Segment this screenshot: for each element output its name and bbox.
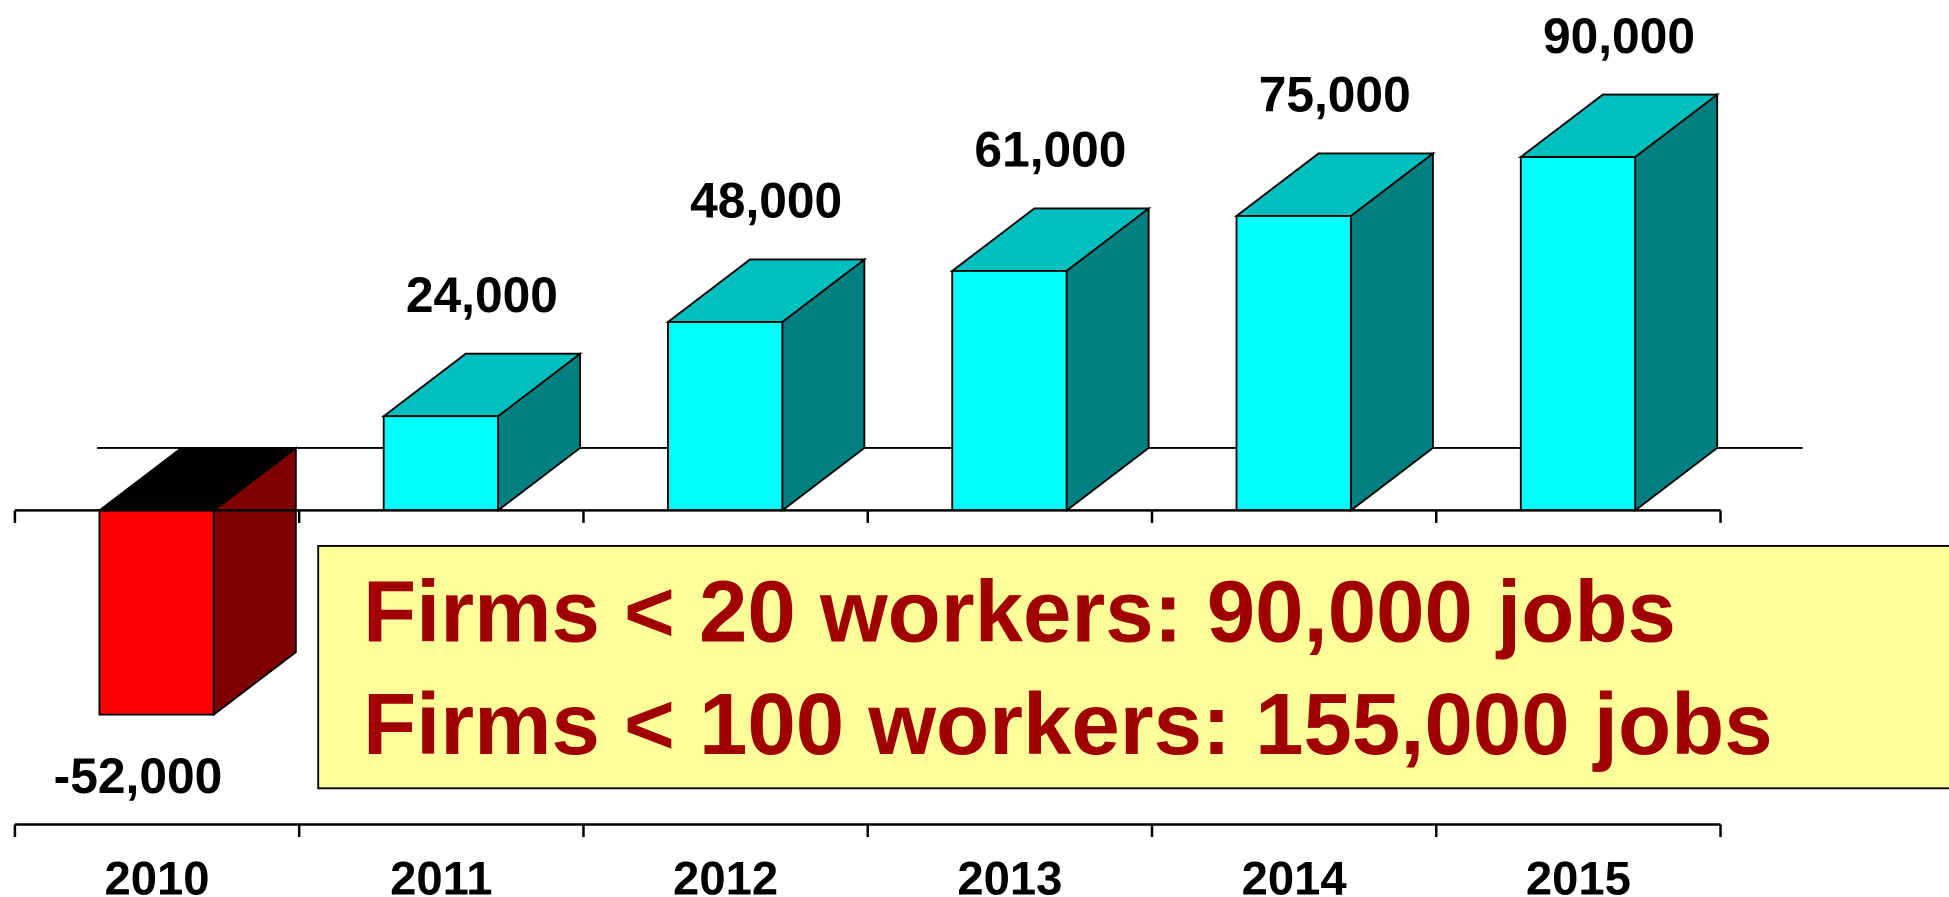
data-label: 24,000 (406, 267, 558, 323)
data-label: 48,000 (690, 173, 842, 229)
x-tick-label: 2010 (105, 852, 210, 897)
x-tick-label: 2013 (957, 852, 1062, 897)
x-tick-label: 2011 (390, 852, 492, 897)
bar (951, 269, 1068, 512)
annotation: Firms < 20 workers: 90,000 jobs (363, 563, 1676, 660)
data-label: 61,000 (974, 122, 1126, 178)
data-label: -52,000 (54, 748, 223, 804)
x-tick-label: 2014 (1242, 852, 1348, 897)
x-tick-label: 2015 (1526, 852, 1631, 897)
bar (382, 415, 499, 512)
annotation: Firms < 100 workers: 155,000 jobs (363, 676, 1773, 773)
bar (667, 321, 784, 512)
x-tick-label: 2012 (673, 852, 778, 897)
bar (98, 509, 215, 716)
plot: 2010 -52,000 2011 24,000 2012 48,000 2013 61,00… (13, 8, 1803, 897)
bar-side (1634, 92, 1719, 513)
bar (1235, 215, 1352, 512)
bar (1519, 156, 1637, 512)
data-label: 75,000 (1259, 67, 1411, 123)
annotation-box (317, 545, 1949, 790)
bars (96, 92, 1720, 717)
data-label: 90,000 (1543, 8, 1695, 64)
